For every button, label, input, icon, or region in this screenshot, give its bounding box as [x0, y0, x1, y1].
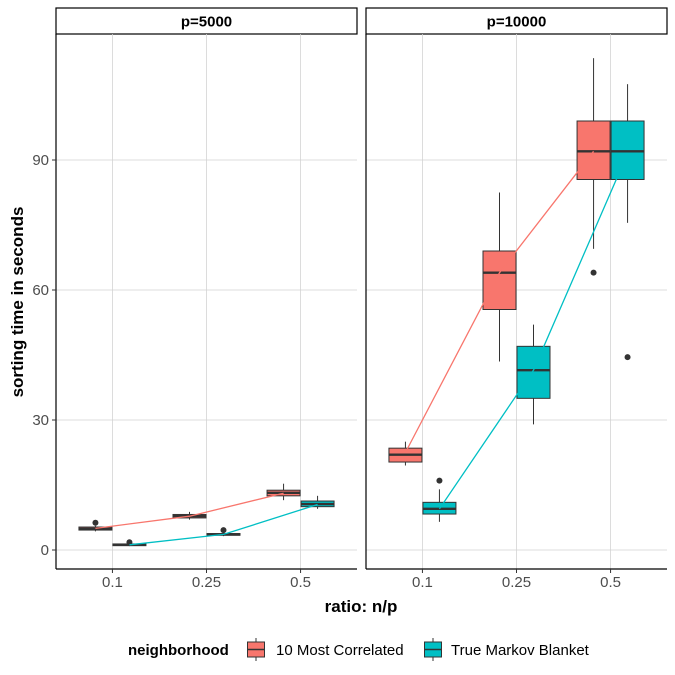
x-tick-label: 0.5	[600, 574, 621, 591]
x-tick-label: 0.5	[290, 574, 311, 591]
x-tick-label: 0.25	[192, 574, 221, 591]
box-true-markov-blanket-0-1	[112, 539, 147, 547]
legend-label-10-most-correlated: 10 Most Correlated	[276, 642, 404, 659]
x-tick-label: 0.1	[412, 574, 433, 591]
box-body	[516, 345, 551, 399]
box-true-markov-blanket-0-25	[516, 324, 551, 425]
box-10-most-correlated-0-5	[266, 483, 301, 501]
box-body	[482, 250, 517, 310]
series-true-markov-blanket	[422, 84, 645, 522]
facet-strip-right: p=10000	[365, 7, 668, 35]
outlier-point	[220, 527, 227, 534]
outlier-point	[126, 539, 133, 546]
facet-label-left: p=5000	[181, 14, 232, 31]
box-10-most-correlated-0-5	[576, 58, 611, 276]
box-true-markov-blanket-0-1	[422, 477, 457, 522]
legend-key-10-most-correlated	[247, 638, 265, 661]
legend: neighborhood 10 Most Correlated True Mar…	[128, 638, 590, 661]
box-10-most-correlated-0-1	[388, 441, 423, 466]
facet-label-right: p=10000	[487, 14, 547, 31]
facet-panel-right	[365, 34, 667, 570]
x-tick-label: 0.25	[502, 574, 531, 591]
outlier-point	[590, 269, 597, 276]
mean-line-10-most-correlated	[404, 150, 595, 453]
x-axis-title: ratio: n/p	[325, 597, 398, 616]
y-tick-label: 0	[41, 542, 49, 559]
x-tick-label: 0.1	[102, 574, 123, 591]
legend-key-true-markov-blanket	[424, 638, 442, 661]
box-true-markov-blanket-0-5	[610, 84, 645, 361]
y-axis-title: sorting time in seconds	[8, 207, 27, 398]
box-true-markov-blanket-0-5	[300, 495, 335, 509]
y-axis-ticks: 0 30 60 90	[32, 152, 56, 559]
facet-strip-left: p=5000	[55, 7, 358, 35]
y-tick-label: 30	[32, 412, 49, 429]
box-10-most-correlated-0-25	[482, 192, 517, 362]
legend-title: neighborhood	[128, 642, 229, 659]
y-tick-label: 90	[32, 152, 49, 169]
outlier-point	[92, 519, 99, 526]
series-10-most-correlated	[388, 58, 611, 466]
mean-line-true-markov-blanket	[438, 153, 629, 510]
mean-line-10-most-correlated	[95, 492, 284, 529]
outlier-point	[624, 354, 631, 361]
mean-line-true-markov-blanket	[129, 503, 318, 546]
x-axis-ticks: 0.1 0.25 0.5 0.1 0.25 0.5	[102, 569, 621, 591]
outlier-point	[436, 477, 443, 484]
series-true-markov-blanket	[112, 495, 335, 547]
facet-panel-left	[55, 34, 357, 570]
box-10-most-correlated-0-1	[78, 519, 113, 532]
y-tick-label: 60	[32, 282, 49, 299]
series-10-most-correlated	[78, 483, 301, 532]
legend-label-true-markov-blanket: True Markov Blanket	[451, 642, 590, 659]
